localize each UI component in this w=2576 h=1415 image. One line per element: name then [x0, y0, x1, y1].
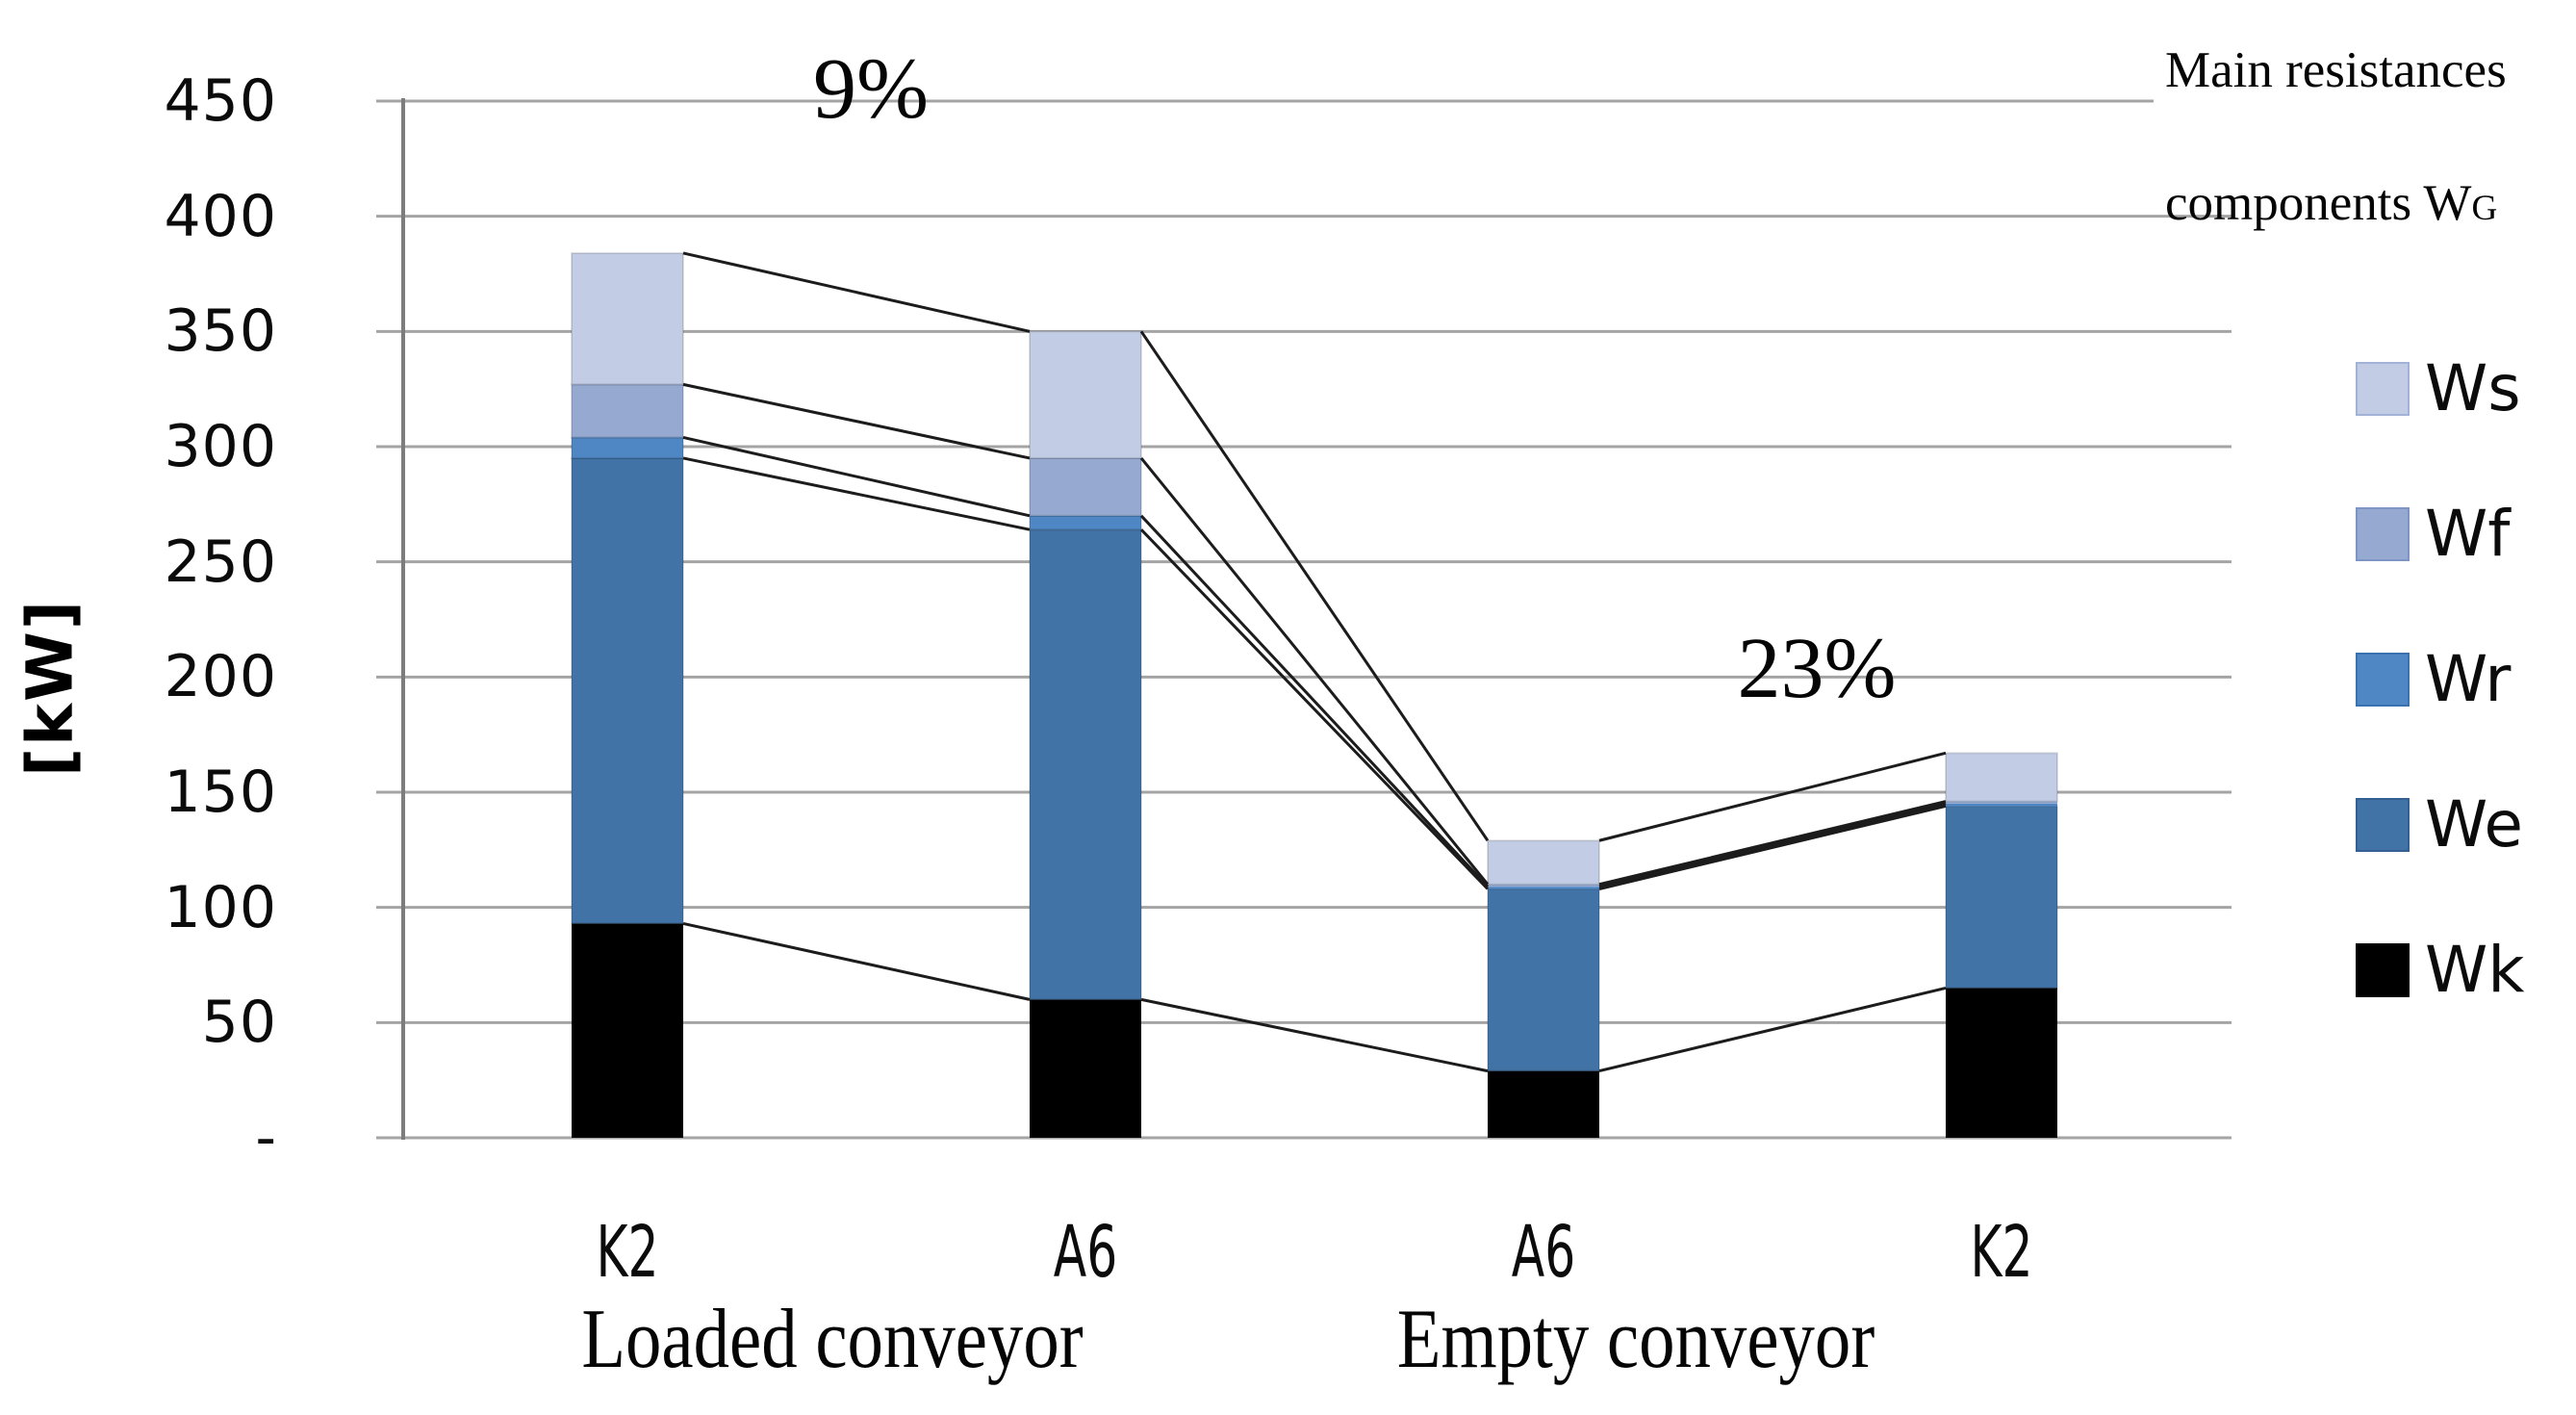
series-line-Wr-0: [682, 435, 1031, 518]
series-line-We-1: [1139, 528, 1490, 890]
series-line-Ws-1: [1139, 330, 1490, 842]
bar-segment-Wk-A6-1: [1030, 999, 1141, 1138]
series-line-Wf-2: [1598, 800, 1947, 887]
chart-title-line2: components WG: [2165, 175, 2498, 231]
annotation-9%: 9%: [813, 41, 929, 137]
bar-segment-Ws-K2-3: [1945, 752, 2058, 803]
chart-title-subscript: G: [2471, 189, 2498, 228]
legend-item-Ws: Ws: [2356, 357, 2521, 421]
bar-segment-We-K2-0: [571, 456, 684, 925]
y-tick-label-0: -: [255, 1104, 277, 1171]
legend-swatch-Wf: [2356, 507, 2410, 561]
bar-segment-Ws-A6-1: [1029, 330, 1142, 459]
y-tick-label-450: 450: [164, 67, 277, 135]
group-label-1: Empty conveyor: [1396, 1293, 1875, 1386]
y-tick-label-100: 100: [164, 873, 277, 941]
bar-segment-Ws-A6-2: [1487, 839, 1600, 886]
series-line-We-2: [1598, 804, 1947, 890]
series-line-Wk-0: [682, 921, 1031, 1001]
y-tick-label-50: 50: [201, 989, 277, 1057]
legend-label-Wf: Wf: [2425, 497, 2511, 571]
legend-label-Wr: Wr: [2425, 642, 2512, 716]
legend-item-Wk: Wk: [2356, 939, 2524, 1002]
series-line-Wk-1: [1140, 997, 1489, 1073]
chart-title: Main resistances components WG: [2165, 4, 2576, 275]
series-line-Wr-1: [1139, 514, 1490, 888]
bar-segment-Wk-A6-2: [1488, 1070, 1599, 1138]
bar-segment-We-A6-2: [1487, 888, 1600, 1072]
bar-segment-Wf-K2-3: [1946, 801, 2057, 804]
chart-title-line1: Main resistances: [2165, 42, 2507, 98]
title-background: [2154, 0, 2576, 206]
bar-segment-Wr-K2-0: [571, 436, 684, 459]
legend-swatch-Wk: [2356, 943, 2410, 997]
bar-segment-Wr-A6-2: [1488, 887, 1599, 889]
y-tick-label-250: 250: [164, 527, 277, 596]
y-tick-label-350: 350: [164, 297, 277, 366]
series-line-We-0: [682, 456, 1031, 531]
legend-item-We: We: [2356, 793, 2523, 857]
x-tick-label-1: A6: [1053, 1211, 1118, 1294]
bar-segment-Wr-A6-1: [1029, 514, 1142, 531]
group-label-0: Loaded conveyor: [581, 1293, 1084, 1386]
y-tick-label-150: 150: [164, 759, 277, 826]
x-tick-label-0: K2: [596, 1211, 659, 1294]
y-tick-label-300: 300: [164, 413, 277, 480]
bar-segment-Ws-K2-0: [571, 251, 684, 386]
bar-segment-Wr-K2-3: [1946, 803, 2057, 807]
legend-label-Ws: Ws: [2425, 351, 2521, 425]
bar-segment-Wf-A6-2: [1488, 884, 1599, 888]
legend-swatch-Wr: [2356, 653, 2410, 707]
legend-swatch-We: [2356, 798, 2410, 852]
series-line-Wk-2: [1598, 986, 1947, 1073]
series-line-Ws-2: [1598, 751, 1947, 842]
bar-segment-Wf-K2-0: [571, 383, 684, 439]
y-tick-label-400: 400: [164, 182, 277, 250]
bar-segment-Wk-K2-0: [572, 923, 683, 1138]
series-line-Ws-0: [682, 251, 1031, 333]
legend-item-Wf: Wf: [2356, 502, 2511, 566]
legend-label-We: We: [2425, 787, 2523, 862]
legend-swatch-Ws: [2356, 362, 2410, 416]
bar-segment-We-K2-3: [1945, 805, 2058, 990]
annotation-23%: 23%: [1737, 621, 1897, 717]
y-tick-label-200: 200: [164, 643, 277, 711]
series-line-Wr-2: [1598, 802, 1947, 888]
bar-segment-Wf-A6-1: [1029, 456, 1142, 517]
x-tick-label-2: A6: [1511, 1211, 1576, 1294]
series-line-Wf-0: [682, 382, 1031, 460]
series-line-Wf-1: [1139, 457, 1490, 886]
x-tick-label-3: K2: [1970, 1211, 2033, 1294]
legend-label-Wk: Wk: [2425, 933, 2525, 1007]
legend-item-Wr: Wr: [2356, 648, 2511, 711]
bar-segment-We-A6-1: [1029, 528, 1142, 1001]
bar-segment-Wk-K2-3: [1946, 988, 2057, 1138]
